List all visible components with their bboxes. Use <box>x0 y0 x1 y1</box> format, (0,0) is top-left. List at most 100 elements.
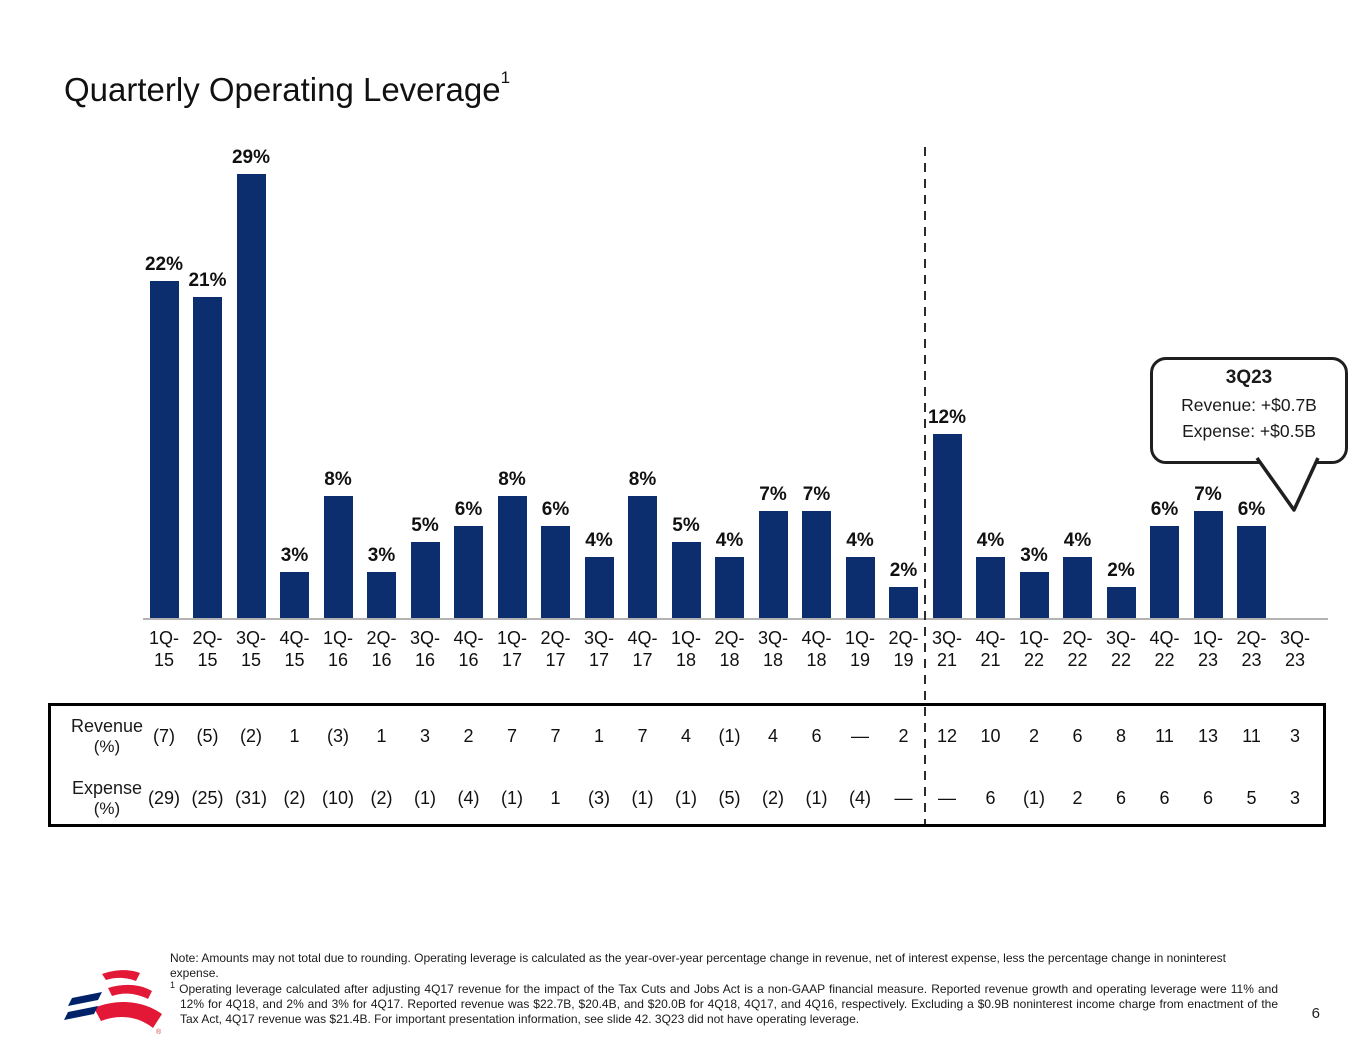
x-axis-tick-label: 2Q- 18 <box>714 628 745 670</box>
bar-value-label-2Q-16: 3% <box>367 545 396 567</box>
bar-2Q-16 <box>367 572 396 618</box>
table-cell: 3 <box>419 726 430 746</box>
x-axis-tick-label: 1Q- 19 <box>844 628 875 670</box>
footnote-1-text: Operating leverage calculated after adju… <box>179 982 1278 1026</box>
bar-value-label-2Q-19: 2% <box>889 560 918 582</box>
bar-3Q-15 <box>236 174 266 618</box>
bar-2Q-18 <box>715 556 744 618</box>
table-cell: 1 <box>593 726 604 746</box>
bar-2Q-17 <box>541 526 570 618</box>
bar-value-label-2Q-22: 4% <box>1063 529 1092 551</box>
bar-chart: 22% 1Q- 15 21% 2Q- 15 29% 3Q- 15 3% 4Q- 15 8% 1Q- 16 3%… <box>48 145 1333 670</box>
bar-value-label-4Q-21: 4% <box>976 529 1005 551</box>
table-cell: 2 <box>898 726 909 746</box>
bar-value-label-4Q-17: 8% <box>628 468 657 490</box>
page-title: Quarterly Operating Leverage1 <box>64 68 510 109</box>
x-axis-tick-label: 1Q- 16 <box>322 628 353 670</box>
x-axis-tick-label: 2Q- 19 <box>888 628 919 670</box>
table-cell: (1) <box>631 788 654 808</box>
callout-revenue-line: Revenue: +$0.7B <box>1181 395 1317 415</box>
table-cell: 8 <box>1115 726 1126 746</box>
table-cell: 7 <box>550 726 561 746</box>
table-cell: 13 <box>1197 726 1219 746</box>
bar-3Q-22 <box>1106 587 1136 618</box>
table-cell: 1 <box>550 788 561 808</box>
bar-2Q-15 <box>193 296 222 618</box>
table-cell: (29) <box>147 788 180 808</box>
bar-4Q-16 <box>454 526 483 618</box>
x-axis-tick-label: 2Q- 17 <box>540 628 571 670</box>
table-cell: (2) <box>240 726 262 746</box>
x-axis-tick-label: 1Q- 23 <box>1192 628 1223 670</box>
bar-3Q-17 <box>584 556 614 618</box>
table-cell: (1) <box>675 788 697 808</box>
annotation-callout: 3Q23 Revenue: +$0.7B Expense: +$0.5B <box>1150 357 1348 464</box>
note-text: Note: Amounts may not total due to round… <box>170 951 1226 980</box>
x-axis-tick-label: 2Q- 15 <box>192 628 223 670</box>
table-cell: (4) <box>457 788 480 808</box>
bar-value-label-2Q-17: 6% <box>541 499 570 521</box>
table-cell: (1) <box>805 788 828 808</box>
bar-1Q-23 <box>1193 510 1223 618</box>
x-axis-tick-label: 1Q- 15 <box>148 628 179 670</box>
table-cell: (1) <box>414 788 436 808</box>
bar-3Q-18 <box>758 510 788 618</box>
footnote-1: 1 Operating leverage calculated after ad… <box>170 980 1278 1026</box>
bar-2Q-23 <box>1237 526 1266 618</box>
x-axis-line <box>143 618 1328 620</box>
bar-value-label-3Q-17: 4% <box>585 529 613 551</box>
bar-value-label-1Q-23: 7% <box>1194 483 1222 505</box>
bar-1Q-17 <box>497 495 527 618</box>
table-cell: 10 <box>980 726 1001 746</box>
bar-value-label-1Q-16: 8% <box>324 468 352 490</box>
table-cell: (7) <box>153 726 175 746</box>
table-cell: (3) <box>588 788 610 808</box>
bar-4Q-18 <box>802 510 831 618</box>
table-cell: 1 <box>289 726 300 746</box>
table-cell: 3 <box>1289 788 1300 808</box>
x-axis-tick-label: 3Q- 17 <box>583 628 614 670</box>
table-cell: (5) <box>718 788 741 808</box>
table-cell: 4 <box>767 726 778 746</box>
table-cell: 12 <box>936 726 958 746</box>
table-cell: 3 <box>1289 726 1300 746</box>
bank-of-america-logo: ® <box>64 970 162 1036</box>
revenue-expense-table: Revenue (%) (7) (5) (2) 1 (3) 1 3 2 7 7 1 7 4 (1) 4 6—2 12… <box>48 703 1326 827</box>
table-cell: (10) <box>321 788 354 808</box>
table-cell: (1) <box>718 726 741 746</box>
bar-value-label-1Q-17: 8% <box>498 468 526 490</box>
x-axis-tick-label: 1Q- 17 <box>496 628 527 670</box>
footnote-1-marker: 1 <box>170 980 176 991</box>
x-axis-tick-label: 2Q- 23 <box>1236 628 1267 670</box>
callout-pointer-tail <box>1255 456 1320 512</box>
bar-3Q-21 <box>932 434 962 618</box>
x-axis-tick-label: 3Q- 16 <box>409 628 440 670</box>
table-cell: 7 <box>637 726 648 746</box>
bar-4Q-21 <box>976 556 1005 618</box>
table-cell: 6 <box>1115 788 1126 808</box>
bar-value-label-3Q-22: 2% <box>1107 560 1135 582</box>
table-cell: (3) <box>327 726 349 746</box>
x-axis-tick-label: 3Q- 22 <box>1105 628 1136 670</box>
bar-1Q-18 <box>671 541 701 618</box>
bar-4Q-22 <box>1150 526 1179 618</box>
bar-value-label-3Q-15: 29% <box>231 147 271 169</box>
callout-expense-line: Expense: +$0.5B <box>1182 421 1316 442</box>
x-axis-tick-label: 4Q- 21 <box>975 628 1006 670</box>
bar-2Q-22 <box>1063 556 1092 618</box>
table-cell: (25) <box>191 788 224 808</box>
table-row-header-revenue: Revenue (%) <box>70 716 144 756</box>
table-cell: — <box>938 788 956 808</box>
bar-value-label-1Q-18: 5% <box>672 514 700 536</box>
page-title-text: Quarterly Operating Leverage <box>64 71 501 109</box>
x-axis-tick-label: 4Q- 17 <box>627 628 658 670</box>
title-footnote-marker: 1 <box>500 68 511 88</box>
table-cell: (2) <box>370 788 393 808</box>
table-cell: — <box>851 726 869 746</box>
bar-value-label-4Q-18: 7% <box>802 483 831 505</box>
table-cell: 7 <box>506 726 517 746</box>
x-axis-tick-label: 3Q- 18 <box>757 628 788 670</box>
table-cell: 6 <box>1202 788 1213 808</box>
bar-2Q-19 <box>889 587 918 618</box>
